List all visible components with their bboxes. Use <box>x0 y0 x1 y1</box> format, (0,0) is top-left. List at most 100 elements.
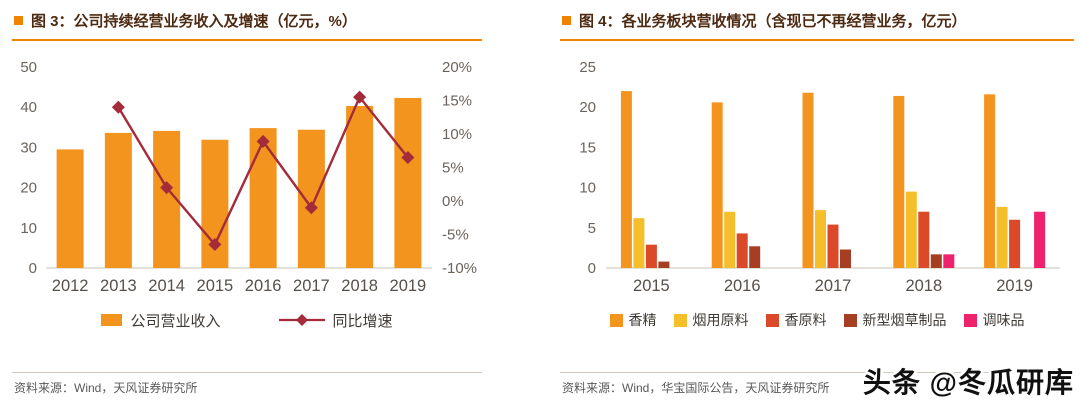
fig4-legend: 香精 烟用原料 香原料 新型烟草制品 调味品 <box>560 309 1074 331</box>
series-swatch-icon <box>609 313 623 327</box>
segment-bar <box>633 218 645 268</box>
segment-bar <box>736 233 748 268</box>
series-swatch-icon <box>765 313 779 327</box>
axis-label: 2017 <box>293 277 330 295</box>
revenue-bar <box>346 105 374 268</box>
axis-label: 50 <box>20 59 37 76</box>
legend-item: 新型烟草制品 <box>843 310 947 330</box>
axis-label: -5% <box>442 227 469 244</box>
figure-3-panel: 图 3：公司持续经营业务收入及增速（亿元，%） 0 10 20 30 40 50 20% 15… <box>12 0 482 404</box>
orange-square-bullet-icon <box>14 16 23 25</box>
series-swatch-icon <box>963 313 977 327</box>
legend-label: 香精 <box>628 312 657 328</box>
diamond-marker <box>111 100 125 114</box>
axis-label: 40 <box>20 99 37 116</box>
axis-label: 20 <box>579 99 596 116</box>
diamond-marker <box>401 150 415 164</box>
axis-label: 2012 <box>52 277 89 295</box>
legend-label: 调味品 <box>982 312 1025 328</box>
axis-label: -10% <box>442 260 477 277</box>
segment-bar <box>749 246 761 268</box>
legend-label: 同比增速 <box>332 312 393 330</box>
figure-4-header: 图 4：各业务板块营收情况（含现已不再经营业务，亿元） <box>560 8 1074 41</box>
legend-item: 公司营业收入 <box>101 310 221 331</box>
segment-bar <box>658 261 670 268</box>
axis-label: 0 <box>29 260 37 277</box>
axis-label: 15% <box>442 93 472 110</box>
axis-label: 2017 <box>815 277 852 295</box>
axis-label: 2018 <box>341 277 378 295</box>
axis-label: 2013 <box>100 277 137 295</box>
legend-label: 公司营业收入 <box>130 312 221 330</box>
axis-label: 2016 <box>724 277 761 295</box>
segment-bar <box>711 102 723 268</box>
segment-bar <box>893 95 905 268</box>
diamond-marker <box>160 181 174 195</box>
segment-bar <box>1009 219 1021 268</box>
segment-bar <box>918 211 930 268</box>
figure-4-title: 图 4：各业务板块营收情况（含现已不再经营业务，亿元） <box>579 13 967 30</box>
axis-label: 15 <box>579 139 596 156</box>
axis-label: 2018 <box>905 277 942 295</box>
legend-label: 香原料 <box>784 312 827 328</box>
segment-bar <box>802 92 814 268</box>
segment-bar <box>827 224 839 268</box>
revenue-bar <box>56 149 84 268</box>
segment-bar <box>930 254 942 268</box>
revenue-bar <box>297 129 325 268</box>
diamond-marker <box>208 238 222 252</box>
figure-3-title: 图 3：公司持续经营业务收入及增速（亿元，%） <box>31 13 357 30</box>
axis-label: 0 <box>588 260 596 277</box>
series-swatch-icon <box>673 313 687 327</box>
orange-square-bullet-icon <box>562 16 571 25</box>
axis-label: 20 <box>20 180 37 197</box>
axis-label: 5% <box>442 160 464 177</box>
fig3-legend: 公司营业收入 同比增速 <box>12 309 482 331</box>
legend-label: 新型烟草制品 <box>862 312 947 328</box>
axis-label: 2015 <box>633 277 670 295</box>
series-swatch-icon <box>843 313 857 327</box>
line-diamond-icon <box>278 314 325 326</box>
legend-item: 调味品 <box>963 310 1025 330</box>
axis-label: 10 <box>579 180 596 197</box>
axis-label: 2016 <box>245 277 282 295</box>
revenue-bar <box>249 128 277 268</box>
fig4-plot: 0 5 10 15 20 25 2015 2016 2017 2018 2019 <box>560 45 1074 297</box>
axis-label: 2019 <box>996 277 1033 295</box>
segment-bar <box>984 94 996 268</box>
legend-item: 同比增速 <box>278 310 393 331</box>
figure-3-header: 图 3：公司持续经营业务收入及增速（亿元，%） <box>12 8 482 41</box>
revenue-bar <box>104 132 132 268</box>
bar-swatch-icon <box>101 314 123 326</box>
segment-bar <box>905 191 917 268</box>
axis-label: 2019 <box>390 277 427 295</box>
axis-label: 30 <box>20 139 37 156</box>
segment-bar <box>645 244 657 268</box>
toutiao-watermark: 头条 @冬瓜研库 <box>862 367 1074 398</box>
axis-label: 0% <box>442 193 464 210</box>
segment-bar <box>1034 211 1046 268</box>
segment-bar <box>943 254 955 268</box>
diamond-marker <box>304 201 318 215</box>
fig3-chart-svg: 0 10 20 30 40 50 20% 15% 10% 5% 0% -5% -10% 2012 2013 2… <box>20 59 477 295</box>
axis-label: 25 <box>579 59 596 76</box>
fig3-plot: 0 10 20 30 40 50 20% 15% 10% 5% 0% -5% -10% 2012 2013 2… <box>12 45 482 297</box>
legend-item: 烟用原料 <box>673 310 749 330</box>
segment-bar <box>724 211 736 268</box>
axis-label: 10 <box>20 220 37 237</box>
diamond-marker <box>256 134 270 148</box>
segment-bar <box>620 91 632 268</box>
fig4-source: 资料来源：Wind，华宝国际公告，天风证券研究所 <box>560 372 1074 404</box>
segment-bar <box>996 206 1008 268</box>
legend-item: 香原料 <box>765 310 827 330</box>
legend-label: 烟用原料 <box>692 312 749 328</box>
legend-item: 香精 <box>609 310 657 330</box>
fig4-chart-svg: 0 5 10 15 20 25 2015 2016 2017 2018 2019 <box>579 59 1060 295</box>
segment-bar <box>815 210 826 268</box>
segment-bar <box>840 249 851 268</box>
revenue-bar <box>394 97 422 268</box>
figure-4-panel: 图 4：各业务板块营收情况（含现已不再经营业务，亿元） 0 5 10 15 20 25 20… <box>560 0 1074 404</box>
axis-label: 2015 <box>197 277 234 295</box>
fig3-source: 资料来源：Wind，天风证券研究所 <box>12 372 482 404</box>
